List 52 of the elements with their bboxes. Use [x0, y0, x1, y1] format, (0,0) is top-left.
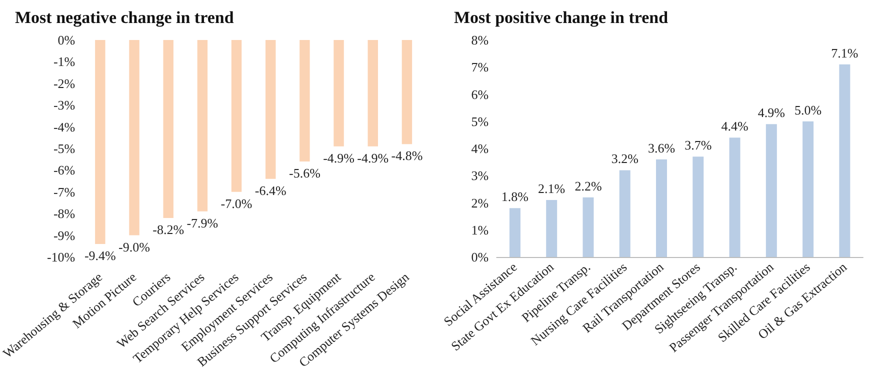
bar	[839, 64, 850, 257]
data-label: 3.7%	[684, 138, 712, 153]
y-tick-label: -4%	[53, 119, 76, 134]
data-label: 2.1%	[538, 181, 566, 196]
data-label: 1.8%	[501, 189, 529, 204]
data-label: -7.9%	[186, 215, 218, 230]
y-tick-label: 3%	[471, 168, 489, 184]
y-tick-label: -3%	[53, 98, 76, 113]
y-tick-label: -2%	[53, 76, 76, 91]
y-tick-label: 5%	[471, 114, 489, 129]
y-tick-label: -7%	[53, 184, 76, 200]
bar	[582, 197, 594, 257]
data-label: -8.2%	[152, 222, 184, 237]
data-label: 3.6%	[648, 140, 676, 156]
data-label: -5.6%	[288, 166, 321, 181]
bar	[692, 156, 704, 257]
y-tick-label: 6%	[471, 86, 489, 102]
data-label: 4.9%	[758, 105, 786, 120]
data-label: -4.8%	[391, 148, 423, 164]
y-tick-label: -9%	[53, 228, 76, 243]
bar	[766, 124, 777, 257]
bar	[729, 138, 740, 257]
y-tick-label: -10%	[46, 250, 76, 264]
data-label: -4.9%	[323, 150, 355, 166]
data-label: -9.4%	[84, 248, 116, 263]
y-tick-label: 4%	[471, 141, 489, 156]
y-tick-label: -8%	[53, 206, 76, 222]
y-tick-label: 0%	[58, 32, 76, 48]
y-tick-label: -5%	[53, 141, 76, 156]
y-tick-label: 8%	[471, 32, 489, 48]
y-tick-label: 2%	[471, 195, 489, 210]
data-label: 7.1%	[831, 45, 858, 60]
data-label: -7.0%	[220, 196, 252, 211]
bar	[619, 170, 630, 257]
y-tick-label: 0%	[471, 250, 489, 264]
bar	[509, 208, 520, 257]
bar	[656, 159, 667, 257]
y-tick-label: -1%	[53, 54, 76, 70]
data-label: -6.4%	[254, 182, 286, 198]
chart-title: Most negative change in trend	[15, 8, 234, 27]
data-label: 2.2%	[574, 178, 602, 194]
data-label: -9.0%	[118, 239, 150, 254]
y-tick-label: 7%	[471, 60, 489, 75]
bar	[802, 121, 814, 257]
data-label: 4.4%	[721, 118, 748, 134]
chart-title: Most positive change in trend	[454, 8, 669, 27]
data-label: -4.9%	[357, 150, 389, 166]
bar	[546, 200, 558, 257]
data-label: 5.0%	[794, 102, 822, 118]
y-tick-label: 1%	[471, 222, 489, 238]
data-label: 3.2%	[611, 151, 639, 166]
y-tick-label: -6%	[53, 162, 76, 178]
